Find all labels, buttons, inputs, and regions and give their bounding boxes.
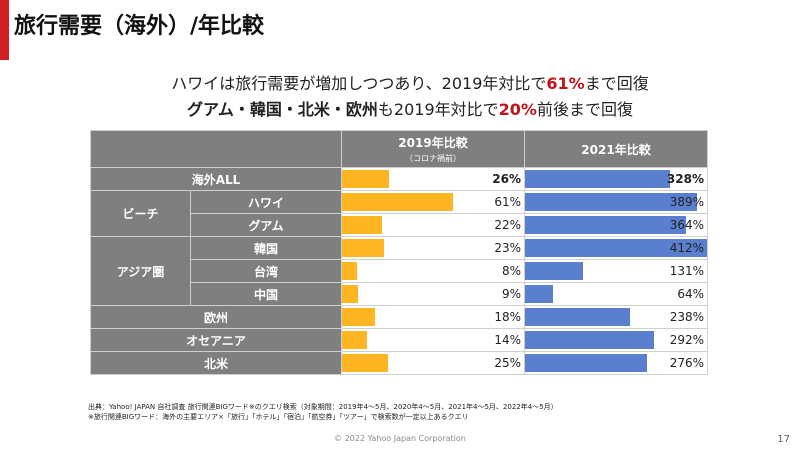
value-2019: 61% [494, 195, 521, 209]
value-2019: 25% [494, 356, 521, 370]
value-2021: 238% [669, 310, 704, 324]
headline-line-2: グアム・韓国・北米・欧州も2019年対比で20%前後まで回復 [0, 96, 800, 120]
value-2021: 412% [669, 241, 704, 255]
bar-2021 [525, 354, 647, 372]
group-label-beach: ビーチ [90, 190, 191, 237]
row-label: 欧州 [90, 305, 342, 329]
cell-2019: 9% [341, 282, 525, 306]
row-label: 韓国 [190, 236, 342, 260]
bar-2021 [525, 285, 554, 303]
value-2021: 328% [666, 172, 704, 186]
bar-2019 [342, 193, 454, 211]
value-2019: 26% [492, 172, 521, 186]
row-label: 北米 [90, 351, 342, 375]
value-2021: 292% [669, 333, 704, 347]
cell-2019: 18% [341, 305, 525, 329]
headline-2-mid: も2019年対比で [377, 100, 499, 119]
copyright: © 2022 Yahoo Japan Corporation [334, 434, 466, 443]
cell-2021: 276% [524, 351, 708, 375]
value-2021: 389% [669, 195, 704, 209]
value-2019: 18% [494, 310, 521, 324]
cell-2019: 23% [341, 236, 525, 260]
title-accent-bar [0, 0, 9, 60]
source-notes: 出典：Yahoo! JAPAN 自社調査 旅行関連BIGワード※のクエリ検索（対… [88, 402, 558, 422]
bar-2019 [342, 239, 384, 257]
row-label: オセアニア [90, 328, 342, 352]
headline-2-highlight: 20% [498, 100, 537, 119]
cell-2019: 61% [341, 190, 525, 214]
bar-2019 [342, 285, 359, 303]
bar-2021 [525, 308, 631, 326]
row-label: グアム [190, 213, 342, 237]
value-2019: 14% [494, 333, 521, 347]
value-2021: 131% [669, 264, 704, 278]
bar-2021 [525, 331, 654, 349]
value-2021: 64% [677, 287, 704, 301]
headline-2-bold: グアム・韓国・北米・欧州 [187, 100, 378, 119]
value-2021: 364% [669, 218, 704, 232]
bar-2021 [525, 262, 583, 280]
page-title: 旅行需要（海外）/年比較 [14, 14, 265, 39]
row-label: 中国 [190, 282, 342, 306]
comparison-table: 2019年比較 （コロナ禍前） 2021年比較 海外ALL 26% 328% ビー… [90, 130, 708, 375]
cell-2019: 14% [341, 328, 525, 352]
row-label: 台湾 [190, 259, 342, 283]
source-note-2: ※旅行関連BIGワード：海外の主要エリア×「旅行」「ホテル」「宿泊」「航空券」「… [88, 413, 469, 421]
cell-2021: 364% [524, 213, 708, 237]
value-2019: 9% [501, 287, 521, 301]
cell-2021: 389% [524, 190, 708, 214]
page-number: 17 [777, 434, 790, 445]
headline-1-post: まで回復 [584, 74, 649, 93]
bar-2019 [342, 216, 383, 234]
cell-2019: 25% [341, 351, 525, 375]
headline-line-1: ハワイは旅行需要が増加しつつあり、2019年対比で61%まで回復 [0, 70, 800, 94]
cell-2021: 328% [524, 167, 708, 191]
cell-2021: 412% [524, 236, 708, 260]
cell-2019: 26% [341, 167, 525, 191]
bar-2019 [342, 308, 375, 326]
header-2019-sub: （コロナ禍前） [405, 154, 461, 163]
value-2019: 8% [501, 264, 521, 278]
source-note-1: 出典：Yahoo! JAPAN 自社調査 旅行関連BIGワード※のクエリ検索（対… [88, 403, 558, 411]
cell-2021: 64% [524, 282, 708, 306]
bar-2021 [525, 216, 686, 234]
bar-2019 [342, 262, 357, 280]
row-label: ハワイ [190, 190, 342, 214]
group-label-asia: アジア圏 [90, 236, 191, 306]
bar-2021 [525, 193, 697, 211]
bar-2021 [525, 170, 670, 188]
value-2021: 276% [669, 356, 704, 370]
header-2021: 2021年比較 [524, 130, 708, 168]
cell-2021: 292% [524, 328, 708, 352]
headline-1-pre: ハワイは旅行需要が増加しつつあり、2019年対比で [171, 74, 547, 93]
headline-1-highlight: 61% [546, 74, 585, 93]
bar-2019 [342, 354, 388, 372]
value-2019: 23% [494, 241, 521, 255]
bar-2021 [525, 239, 707, 257]
bar-2019 [342, 331, 368, 349]
cell-2019: 8% [341, 259, 525, 283]
cell-2021: 131% [524, 259, 708, 283]
cell-2021: 238% [524, 305, 708, 329]
value-2019: 22% [494, 218, 521, 232]
row-label: 海外ALL [90, 167, 342, 191]
cell-2019: 22% [341, 213, 525, 237]
headline-2-post: 前後まで回復 [536, 100, 633, 119]
header-2019: 2019年比較 （コロナ禍前） [341, 130, 525, 168]
bar-2019 [342, 170, 390, 188]
header-blank [90, 130, 342, 168]
